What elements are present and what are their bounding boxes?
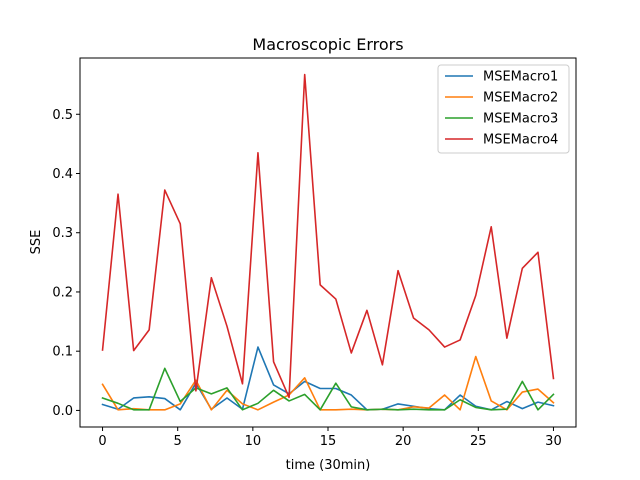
x-axis-ticks: 0 5 10 15 20 25 30: [98, 427, 562, 449]
chart-title: Macroscopic Errors: [252, 35, 403, 54]
legend-label-4: MSEMacro4: [483, 133, 558, 148]
y-tick-label: 0.0: [52, 404, 73, 419]
y-tick-label: 0.5: [52, 108, 73, 123]
x-tick-label: 30: [545, 434, 562, 449]
y-axis-ticks: 0.0 0.1 0.2 0.3 0.4 0.5: [52, 108, 80, 419]
x-tick-label: 0: [98, 434, 106, 449]
x-tick-label: 10: [245, 434, 262, 449]
x-tick-label: 5: [174, 434, 182, 449]
series-line-4: [101, 73, 555, 399]
series-line-2: [101, 355, 555, 411]
y-tick-label: 0.3: [52, 226, 73, 241]
series-line-3: [101, 367, 555, 411]
legend: MSEMacro1 MSEMacro2 MSEMacro3 MSEMacro4: [437, 64, 570, 154]
y-tick-label: 0.4: [52, 167, 73, 182]
y-tick-label: 0.1: [52, 345, 73, 360]
x-tick-label: 15: [320, 434, 337, 449]
x-tick-label: 25: [470, 434, 487, 449]
y-tick-label: 0.2: [52, 285, 73, 300]
series-line-1: [101, 346, 555, 411]
legend-box: [437, 64, 570, 154]
legend-label-2: MSEMacro2: [483, 91, 558, 106]
legend-label-1: MSEMacro1: [483, 70, 558, 85]
legend-label-3: MSEMacro3: [483, 112, 558, 127]
x-tick-label: 20: [395, 434, 412, 449]
x-axis-label: time (30min): [286, 458, 371, 473]
y-axis-label: SSE: [29, 230, 44, 255]
series-layer: [101, 73, 555, 411]
